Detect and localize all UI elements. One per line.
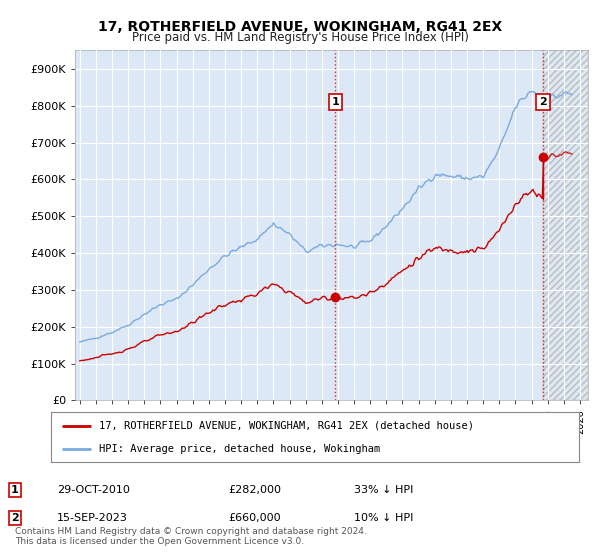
Text: 10% ↓ HPI: 10% ↓ HPI	[354, 513, 413, 523]
Text: 2: 2	[11, 513, 19, 523]
Text: £660,000: £660,000	[228, 513, 281, 523]
Bar	[543, 50, 588, 400]
Text: Price paid vs. HM Land Registry's House Price Index (HPI): Price paid vs. HM Land Registry's House …	[131, 31, 469, 44]
Text: 1: 1	[331, 97, 339, 107]
Text: 29-OCT-2010: 29-OCT-2010	[57, 485, 130, 495]
Text: 17, ROTHERFIELD AVENUE, WOKINGHAM, RG41 2EX: 17, ROTHERFIELD AVENUE, WOKINGHAM, RG41 …	[98, 20, 502, 34]
Text: 2: 2	[539, 97, 547, 107]
Text: 17, ROTHERFIELD AVENUE, WOKINGHAM, RG41 2EX (detached house): 17, ROTHERFIELD AVENUE, WOKINGHAM, RG41 …	[98, 421, 473, 431]
Text: 33% ↓ HPI: 33% ↓ HPI	[354, 485, 413, 495]
Text: HPI: Average price, detached house, Wokingham: HPI: Average price, detached house, Woki…	[98, 445, 380, 454]
Text: 15-SEP-2023: 15-SEP-2023	[57, 513, 128, 523]
Text: Contains HM Land Registry data © Crown copyright and database right 2024.
This d: Contains HM Land Registry data © Crown c…	[15, 526, 367, 546]
Text: £282,000: £282,000	[228, 485, 281, 495]
Text: 1: 1	[11, 485, 19, 495]
